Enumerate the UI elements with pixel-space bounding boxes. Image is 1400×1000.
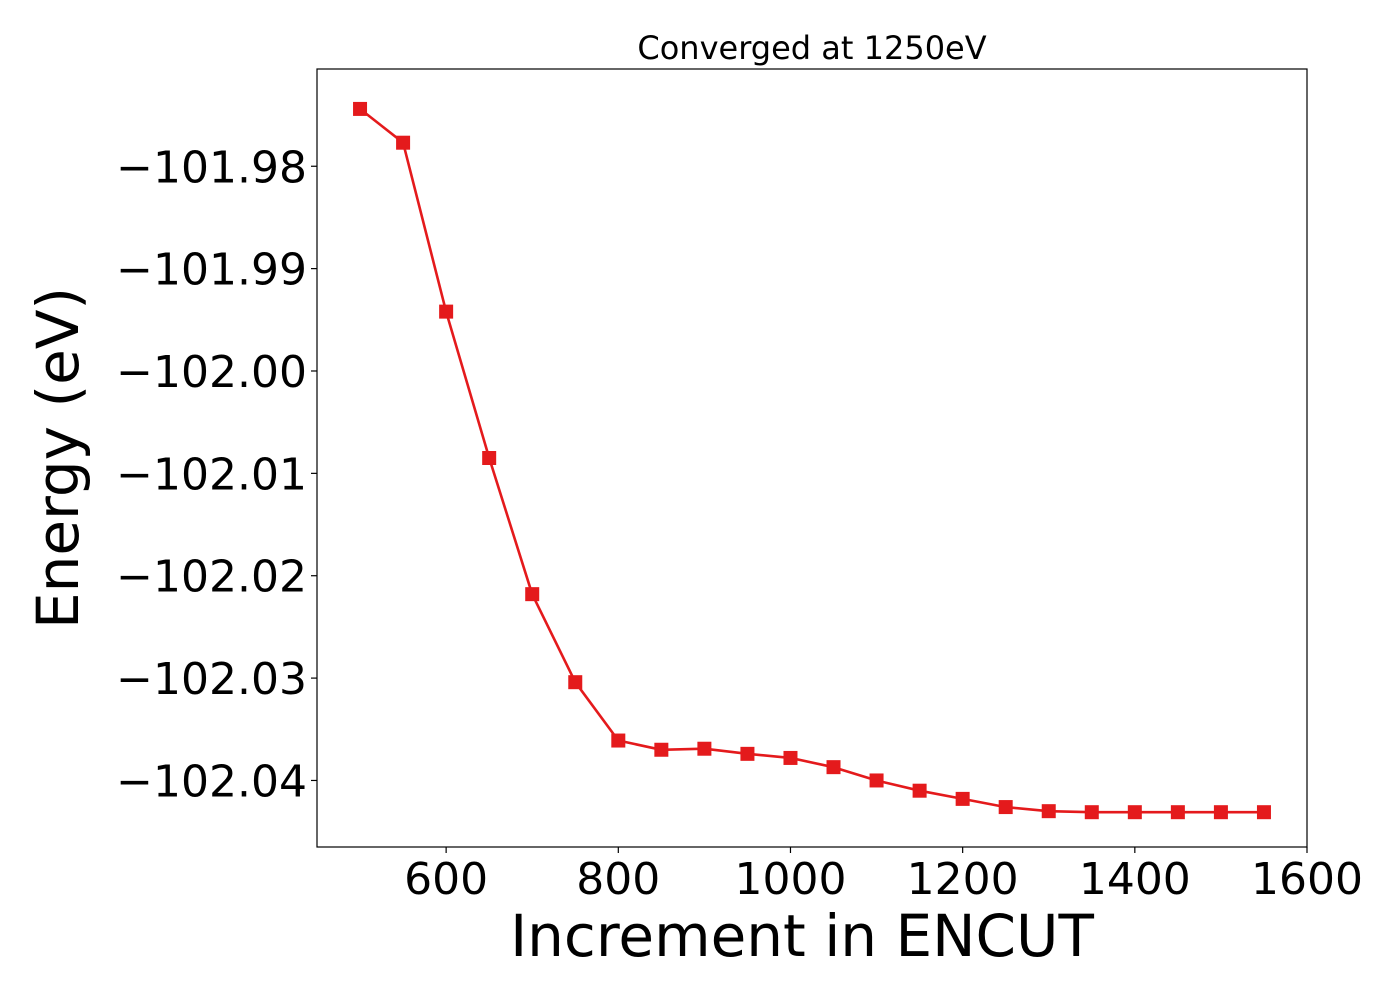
data-point-0-13 bbox=[912, 783, 927, 798]
x-tick-label-0: 600 bbox=[404, 854, 488, 905]
data-point-0-2 bbox=[439, 304, 454, 319]
data-point-0-20 bbox=[1213, 805, 1228, 820]
plot-frame bbox=[316, 68, 1308, 848]
x-tick-label-5: 1600 bbox=[1251, 854, 1363, 905]
data-point-0-1 bbox=[396, 135, 411, 150]
data-point-0-19 bbox=[1170, 805, 1185, 820]
data-point-0-6 bbox=[611, 733, 626, 748]
x-axis-ticks: 600 800 1000 1200 1400 1600 bbox=[404, 847, 1363, 905]
data-point-0-17 bbox=[1084, 805, 1099, 820]
x-tick-label-2: 1000 bbox=[734, 854, 846, 905]
data-point-0-12 bbox=[869, 773, 884, 788]
data-point-0-9 bbox=[740, 746, 755, 761]
series-line-0 bbox=[359, 107, 1264, 814]
data-point-0-21 bbox=[1256, 805, 1271, 820]
data-point-0-15 bbox=[998, 800, 1013, 815]
plot-content bbox=[353, 101, 1271, 820]
y-tick-label-0: −101.98 bbox=[116, 142, 307, 193]
data-point-0-4 bbox=[525, 587, 540, 602]
x-tick-label-4: 1400 bbox=[1079, 854, 1191, 905]
data-point-0-14 bbox=[955, 791, 970, 806]
data-point-0-8 bbox=[697, 741, 712, 756]
y-tick-label-4: −102.02 bbox=[116, 552, 307, 603]
y-tick-label-1: −101.99 bbox=[116, 245, 307, 296]
y-axis-ticks: −101.98 −101.99 −102.00 −102.01 −102.02 −102.… bbox=[116, 142, 317, 807]
data-point-0-11 bbox=[826, 760, 841, 775]
x-tick-label-3: 1200 bbox=[907, 854, 1019, 905]
y-tick-label-2: −102.00 bbox=[116, 347, 307, 398]
x-tick-label-1: 800 bbox=[576, 854, 660, 905]
data-point-0-10 bbox=[783, 750, 798, 765]
y-tick-label-6: −102.04 bbox=[116, 756, 307, 807]
x-axis-label: Increment in ENCUT bbox=[510, 902, 1094, 970]
y-axis-label: Energy (eV) bbox=[24, 287, 92, 629]
data-point-0-3 bbox=[482, 451, 497, 465]
data-point-0-7 bbox=[654, 742, 669, 757]
y-tick-label-5: −102.03 bbox=[116, 654, 307, 705]
data-point-0-5 bbox=[568, 675, 583, 690]
data-point-0-0 bbox=[353, 101, 368, 116]
data-point-0-18 bbox=[1127, 805, 1142, 820]
y-tick-label-3: −102.01 bbox=[116, 449, 307, 500]
data-point-0-16 bbox=[1041, 804, 1056, 819]
chart-title: Converged at 1250eV bbox=[637, 29, 986, 67]
